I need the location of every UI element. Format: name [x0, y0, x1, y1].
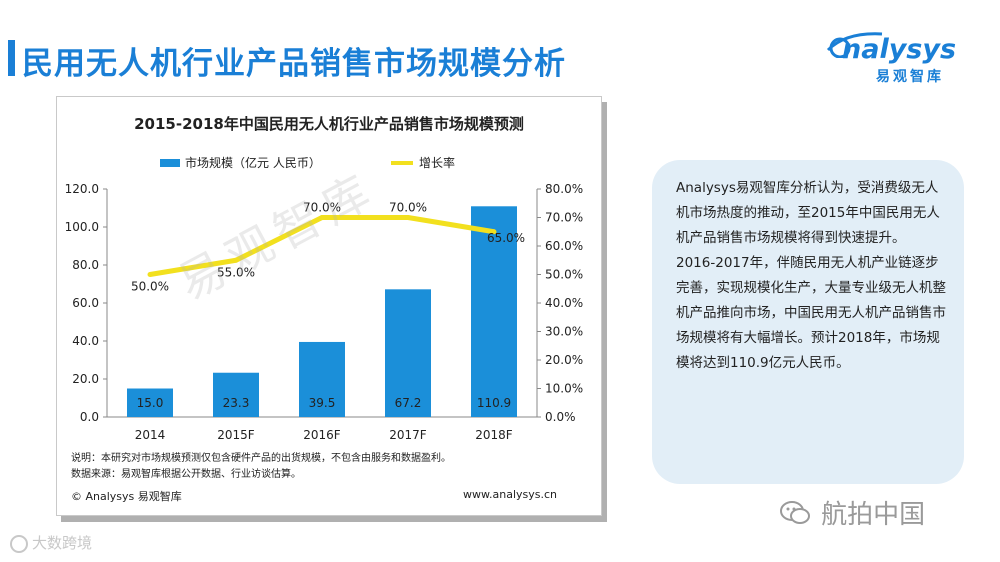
bar-2015F — [213, 372, 259, 417]
market-size-chart: 市场规模（亿元 人民币） 增长率 0.0 20.0 40.0 60.0 80.0 100.0 1… — [65, 155, 583, 442]
corner-logo: 大数跨境 — [10, 532, 92, 553]
y-tick-label-left: 120.0 — [65, 182, 99, 196]
chart-source: 数据来源：易观智库根据公开数据、行业访谈估算。 — [71, 469, 301, 480]
x-tick-label: 2015F — [217, 428, 255, 442]
analysis-panel: Analysys易观智库分析认为，受消费级无人机市场热度的推动，至2015年中国… — [652, 160, 964, 484]
growth-rate-point — [491, 229, 497, 235]
bar-value-label: 15.0 — [137, 396, 164, 410]
bar-value-label: 39.5 — [309, 396, 336, 410]
brand-name: nalysys — [842, 34, 957, 65]
growth-rate-line — [149, 215, 495, 277]
growth-rate-label: 70.0% — [303, 201, 341, 215]
y-tick-label-left: 100.0 — [65, 220, 99, 234]
growth-rate-label: 70.0% — [389, 201, 427, 215]
analysis-paragraph: 2016-2017年，伴随民用无人机产业链逐步完善，实现规模化生产，大量专业级无… — [676, 255, 946, 371]
y-tick-label-right: 20.0% — [545, 353, 583, 367]
legend-bar-swatch — [160, 159, 180, 167]
growth-rate-label: 55.0% — [217, 265, 255, 279]
bar-value-label: 23.3 — [223, 396, 250, 410]
brand-swoosh-icon — [826, 32, 883, 58]
chart-panel: 2015-2018年中国民用无人机行业产品销售市场规模预测 市场规模（亿元 人民… — [56, 96, 602, 516]
chart-website: www.analysys.cn — [463, 488, 557, 501]
y-tick-label-right: 30.0% — [545, 325, 583, 339]
bar-value-label: 110.9 — [477, 396, 511, 410]
chart-title: 2015-2018年中国民用无人机行业产品销售市场规模预测 — [134, 115, 524, 133]
title-accent-bar — [8, 40, 15, 76]
y-tick-label-left: 0.0 — [80, 410, 99, 424]
bar-2018F — [471, 206, 517, 417]
analysis-paragraph: Analysys易观智库分析认为，受消费级无人机市场热度的推动，至2015年中国… — [676, 180, 940, 246]
brand-subtitle: 易观智库 — [876, 69, 944, 85]
bar-2017F — [385, 289, 431, 417]
brand-logo: nalysys 易观智库 — [826, 28, 976, 88]
corner-logo-icon — [10, 534, 28, 553]
bar-2016F — [299, 341, 345, 417]
corner-logo-text: 大数跨境 — [32, 534, 93, 552]
x-tick-label: 2017F — [389, 428, 427, 442]
analysis-text: Analysys易观智库分析认为，受消费级无人机市场热度的推动，至2015年中国… — [676, 176, 946, 376]
legend-bar-label: 市场规模（亿元 人民币） — [185, 155, 321, 170]
wechat-watermark: 航拍中国 — [780, 494, 926, 530]
x-tick-label: 2018F — [475, 428, 513, 442]
y-tick-label-left: 40.0 — [72, 334, 99, 348]
legend-line-label: 增长率 — [419, 155, 455, 170]
y-tick-label-right: 80.0% — [545, 182, 583, 196]
growth-rate-point — [405, 215, 411, 220]
y-tick-label-right: 0.0% — [545, 410, 576, 424]
y-tick-label-left: 20.0 — [72, 372, 99, 386]
growth-rate-point — [147, 272, 153, 277]
y-tick-label-left: 60.0 — [72, 296, 99, 310]
y-tick-label-left: 80.0 — [72, 258, 99, 272]
growth-rate-point — [319, 215, 325, 220]
page-title: 民用无人机行业产品销售市场规模分析 — [22, 46, 566, 82]
x-tick-label: 2016F — [303, 428, 341, 442]
x-tick-label: 2014 — [135, 428, 166, 442]
y-tick-label-right: 40.0% — [545, 296, 583, 310]
growth-rate-point — [233, 257, 239, 263]
growth-rate-label: 65.0% — [487, 231, 525, 245]
chart-note: 说明：本研究对市场规模预测仅包含硬件产品的出货规模，不包含由服务和数据盈利。 — [71, 453, 451, 464]
bar-2014 — [127, 388, 173, 417]
wechat-name: 航拍中国 — [821, 500, 926, 530]
wechat-icon — [780, 500, 810, 524]
y-tick-label-right: 60.0% — [545, 239, 583, 253]
bar-value-label: 67.2 — [395, 396, 422, 410]
y-tick-label-right: 50.0% — [545, 268, 583, 282]
growth-rate-label: 50.0% — [131, 280, 169, 294]
chart-copyright: © Analysys 易观智库 — [71, 490, 182, 503]
y-tick-label-right: 70.0% — [545, 211, 583, 225]
y-tick-label-right: 10.0% — [545, 382, 583, 396]
